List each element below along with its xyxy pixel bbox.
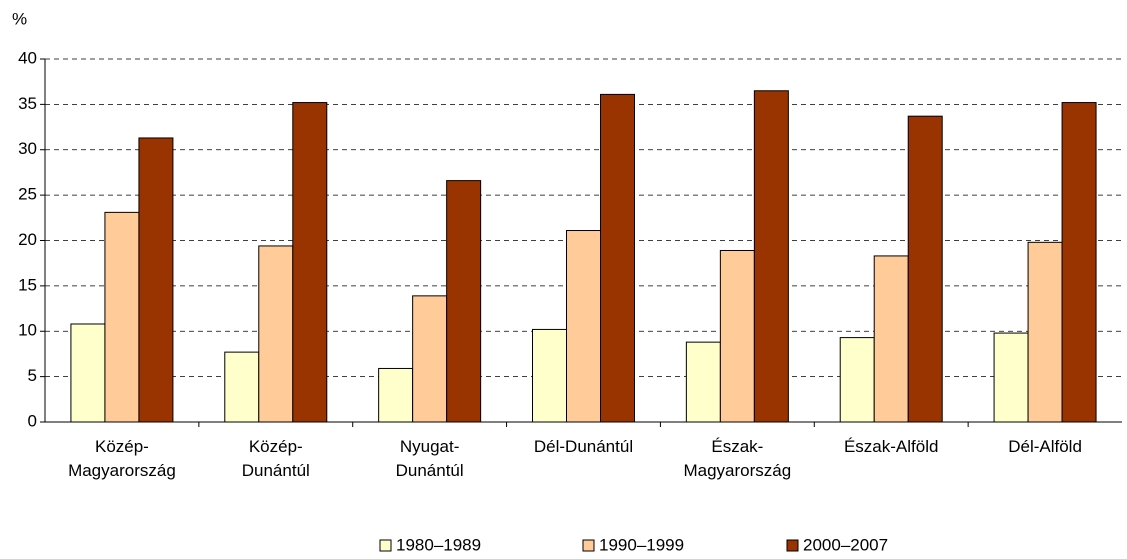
bar [600,93,635,423]
y-tick-label: 10 [18,321,37,340]
x-tick-label: Dél-Dunántúl [534,437,633,456]
bar [873,255,909,423]
x-tick-label: Nyugat-Dunántúl [396,437,464,480]
legend-swatch [379,539,392,552]
bar [412,295,448,423]
bar [224,351,260,423]
bar [138,137,174,423]
y-tick-label: 15 [18,275,37,294]
bar [753,90,789,423]
legend-swatch [786,539,799,552]
x-tick-label: Közép-Magyarország [68,437,176,480]
bar [839,337,875,423]
legend-label: 1980–1989 [396,535,481,554]
y-tick-label: 5 [28,366,37,385]
bar [566,230,601,423]
y-tick-label: 30 [18,139,37,158]
x-tick-label: Észak-Magyarország [683,437,791,480]
y-tick-label: 35 [18,94,37,113]
bar [104,211,140,423]
legend-swatch [582,539,595,552]
bar [70,323,106,423]
bar [719,249,755,423]
legend-label: 1990–1999 [599,535,684,554]
y-tick-label: 40 [18,48,37,67]
legend-label: 2000–2007 [803,535,888,554]
bar [292,102,328,423]
bar [532,328,567,423]
bar [1061,102,1097,423]
bar [446,180,482,423]
x-tick-label: Dél-Alföld [1008,437,1082,456]
y-tick-label: 25 [18,185,37,204]
bar [685,341,721,423]
bar [993,332,1029,423]
bar [258,245,294,423]
x-tick-label: Közép-Dunántúl [242,437,310,480]
y-tick-label: 0 [28,411,37,430]
y-axis-label: % [12,9,27,28]
bar [378,367,414,423]
y-tick-label: 20 [18,230,37,249]
bar [907,115,943,423]
bar [1027,241,1063,423]
x-tick-label: Észak-Alföld [844,437,938,456]
